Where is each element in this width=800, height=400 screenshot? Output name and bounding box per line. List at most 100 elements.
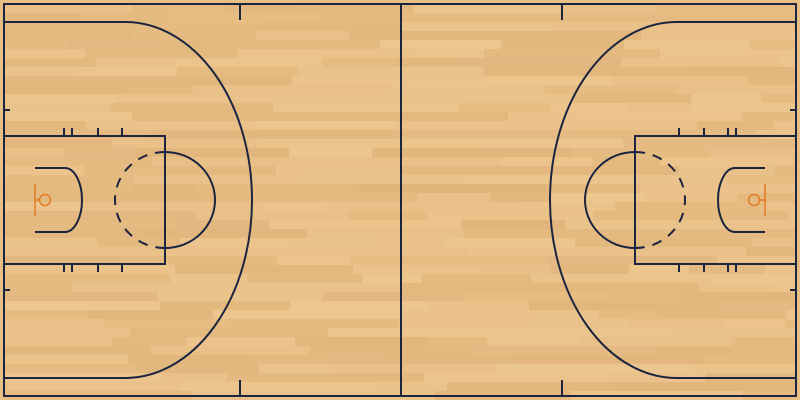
floor-board bbox=[490, 193, 550, 202]
floor-board bbox=[464, 292, 603, 301]
floor-board bbox=[133, 175, 302, 184]
floor-board bbox=[151, 346, 214, 355]
floor-board bbox=[4, 364, 135, 373]
left-three-point-arc bbox=[4, 21, 253, 379]
floor-board bbox=[318, 247, 467, 256]
floor-board bbox=[80, 13, 166, 22]
floor-board bbox=[4, 292, 158, 301]
floor-board bbox=[353, 265, 478, 274]
floor-board bbox=[718, 301, 796, 310]
floor-board bbox=[741, 112, 796, 121]
floor-board bbox=[427, 211, 593, 220]
right-three-point-arc bbox=[549, 21, 796, 379]
floor-board bbox=[730, 346, 796, 355]
floor-board bbox=[4, 328, 130, 337]
floor-board bbox=[775, 139, 796, 148]
floor-board bbox=[4, 4, 132, 13]
floor-board bbox=[717, 256, 796, 265]
floor-board bbox=[4, 193, 121, 202]
floor-board bbox=[444, 238, 575, 247]
floor-board bbox=[723, 382, 796, 391]
floor-board bbox=[328, 328, 516, 337]
floor-board bbox=[603, 292, 682, 301]
floor-board bbox=[611, 373, 706, 382]
floor-board bbox=[119, 256, 277, 265]
floor-board bbox=[732, 337, 796, 346]
floor-board bbox=[4, 382, 182, 391]
floor-board bbox=[660, 49, 789, 58]
floor-board bbox=[96, 58, 175, 67]
floor-board bbox=[130, 328, 328, 337]
floor-board bbox=[699, 283, 772, 292]
floor-board bbox=[295, 337, 426, 346]
floor-board bbox=[4, 301, 160, 310]
left-restricted-arc bbox=[35, 167, 83, 233]
floor-board bbox=[459, 103, 550, 112]
floor-board bbox=[247, 274, 362, 283]
floor-board bbox=[426, 337, 487, 346]
floor-board bbox=[214, 346, 310, 355]
floor-board bbox=[722, 319, 785, 328]
right-free-throw-circle-outer bbox=[584, 151, 636, 249]
floor-board bbox=[413, 49, 484, 58]
floor-board bbox=[682, 292, 796, 301]
floor-board bbox=[458, 58, 621, 67]
floor-board bbox=[400, 166, 554, 175]
floor-board bbox=[259, 364, 329, 373]
floor-board bbox=[399, 319, 535, 328]
floor-board bbox=[547, 256, 717, 265]
floor-board bbox=[277, 256, 350, 265]
right-key bbox=[634, 135, 797, 265]
floor-board bbox=[397, 58, 458, 67]
floor-board bbox=[614, 382, 723, 391]
floor-board bbox=[88, 310, 213, 319]
floor-board bbox=[4, 85, 126, 94]
floor-board bbox=[575, 238, 752, 247]
floor-board bbox=[402, 283, 533, 292]
floor-board bbox=[499, 157, 593, 166]
floor-board bbox=[263, 202, 325, 211]
floor-board bbox=[737, 193, 796, 202]
floor-board bbox=[560, 67, 689, 76]
left-free-throw-circle-outer bbox=[164, 151, 216, 249]
floor-board bbox=[175, 265, 353, 274]
floor-board bbox=[752, 238, 796, 247]
floor-board bbox=[490, 76, 611, 85]
floor-board bbox=[765, 265, 796, 274]
floor-board bbox=[195, 184, 353, 193]
floor-board bbox=[214, 283, 402, 292]
floor-board bbox=[599, 310, 661, 319]
floor-board bbox=[593, 211, 788, 220]
floor-board bbox=[535, 319, 627, 328]
floor-board bbox=[397, 94, 573, 103]
floor-board bbox=[256, 121, 397, 130]
floor-board bbox=[161, 373, 227, 382]
floor-board bbox=[4, 220, 175, 229]
floor-board bbox=[4, 175, 133, 184]
floor-board bbox=[627, 103, 691, 112]
floor-board bbox=[463, 175, 628, 184]
floor-wood-grain bbox=[4, 4, 796, 400]
floor-board bbox=[302, 175, 463, 184]
floor-board bbox=[85, 49, 237, 58]
floor-board bbox=[661, 310, 786, 319]
floor-board bbox=[774, 121, 796, 130]
floor-board bbox=[133, 31, 256, 40]
floor-board bbox=[381, 139, 484, 148]
floor-board bbox=[487, 337, 581, 346]
floor-board bbox=[424, 373, 611, 382]
floor-board bbox=[793, 22, 796, 31]
floor-board bbox=[727, 175, 796, 184]
floor-board bbox=[467, 247, 637, 256]
floor-board bbox=[112, 139, 257, 148]
floor-board bbox=[97, 238, 180, 247]
floor-board bbox=[269, 220, 461, 229]
floor-board bbox=[553, 22, 676, 31]
floor-board bbox=[166, 13, 320, 22]
floor-board bbox=[678, 85, 796, 94]
floor-board bbox=[4, 337, 112, 346]
floor-board bbox=[4, 346, 151, 355]
floor-board bbox=[484, 139, 623, 148]
floor-board bbox=[186, 337, 295, 346]
floor-board bbox=[697, 121, 774, 130]
